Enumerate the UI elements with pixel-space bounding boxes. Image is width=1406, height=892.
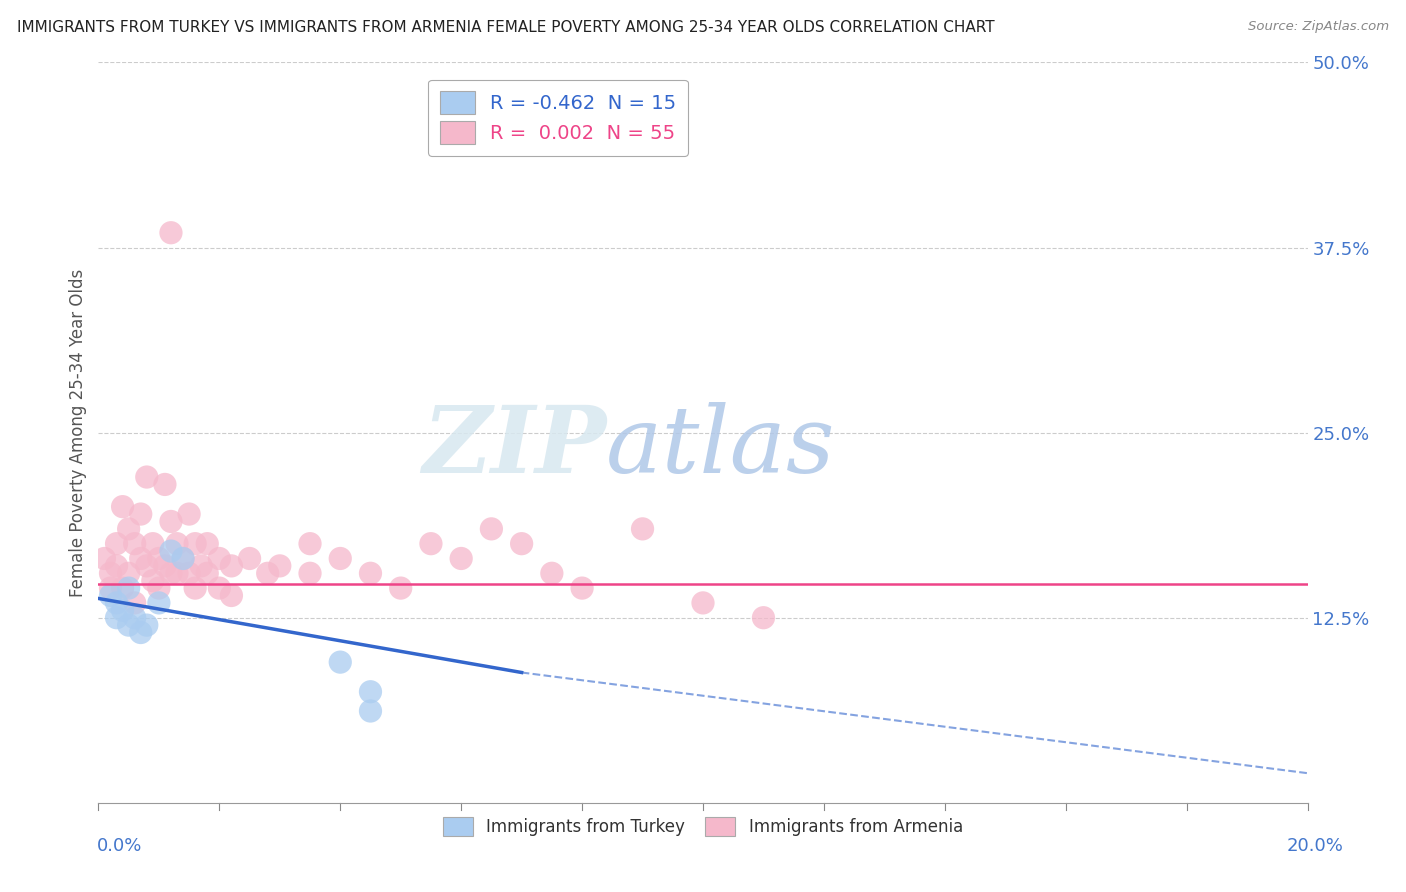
Point [93, 551, 115, 566]
Point [166, 536, 188, 550]
Point [420, 536, 443, 550]
Point [190, 558, 212, 573]
Point [124, 596, 146, 610]
Point [135, 558, 157, 573]
Point [135, 470, 157, 484]
Point [299, 536, 322, 550]
Point [148, 596, 170, 610]
Text: Source: ZipAtlas.com: Source: ZipAtlas.com [1249, 20, 1389, 33]
Point [111, 581, 134, 595]
Point [166, 566, 188, 581]
Point [692, 596, 714, 610]
Point [148, 581, 170, 595]
Point [111, 603, 134, 617]
Point [160, 515, 183, 529]
Point [172, 551, 194, 566]
Point [208, 581, 231, 595]
Point [160, 566, 183, 581]
Point [118, 522, 141, 536]
Point [100, 589, 122, 603]
Point [221, 589, 243, 603]
Point [360, 685, 382, 699]
Text: 20.0%: 20.0% [1286, 837, 1343, 855]
Point [172, 551, 194, 566]
Point [481, 522, 503, 536]
Point [160, 544, 183, 558]
Point [179, 507, 201, 521]
Point [135, 618, 157, 632]
Point [129, 507, 152, 521]
Point [540, 566, 562, 581]
Point [118, 566, 141, 581]
Text: 0.0%: 0.0% [97, 837, 142, 855]
Point [142, 574, 165, 588]
Point [239, 551, 262, 566]
Point [179, 566, 201, 581]
Point [129, 551, 152, 566]
Point [450, 551, 472, 566]
Point [153, 558, 176, 573]
Point [571, 581, 593, 595]
Point [105, 536, 128, 550]
Point [111, 500, 134, 514]
Y-axis label: Female Poverty Among 25-34 Year Olds: Female Poverty Among 25-34 Year Olds [69, 268, 87, 597]
Point [510, 536, 533, 550]
Point [256, 566, 278, 581]
Point [100, 566, 122, 581]
Point [329, 551, 352, 566]
Point [160, 226, 183, 240]
Point [360, 566, 382, 581]
Point [184, 581, 207, 595]
Point [208, 551, 231, 566]
Point [221, 558, 243, 573]
Point [631, 522, 654, 536]
Legend: Immigrants from Turkey, Immigrants from Armenia: Immigrants from Turkey, Immigrants from … [436, 810, 970, 843]
Text: IMMIGRANTS FROM TURKEY VS IMMIGRANTS FROM ARMENIA FEMALE POVERTY AMONG 25-34 YEA: IMMIGRANTS FROM TURKEY VS IMMIGRANTS FRO… [17, 20, 994, 35]
Point [195, 566, 218, 581]
Point [124, 610, 146, 624]
Point [195, 536, 218, 550]
Point [360, 704, 382, 718]
Text: ZIP: ZIP [422, 402, 606, 492]
Point [752, 610, 775, 624]
Point [105, 610, 128, 624]
Point [124, 536, 146, 550]
Point [118, 618, 141, 632]
Point [142, 536, 165, 550]
Point [105, 558, 128, 573]
Point [148, 551, 170, 566]
Point [153, 477, 176, 491]
Point [105, 596, 128, 610]
Point [269, 558, 291, 573]
Point [329, 655, 352, 669]
Point [129, 625, 152, 640]
Point [184, 536, 207, 550]
Point [389, 581, 412, 595]
Point [100, 581, 122, 595]
Point [118, 581, 141, 595]
Text: atlas: atlas [606, 402, 835, 492]
Point [299, 566, 322, 581]
